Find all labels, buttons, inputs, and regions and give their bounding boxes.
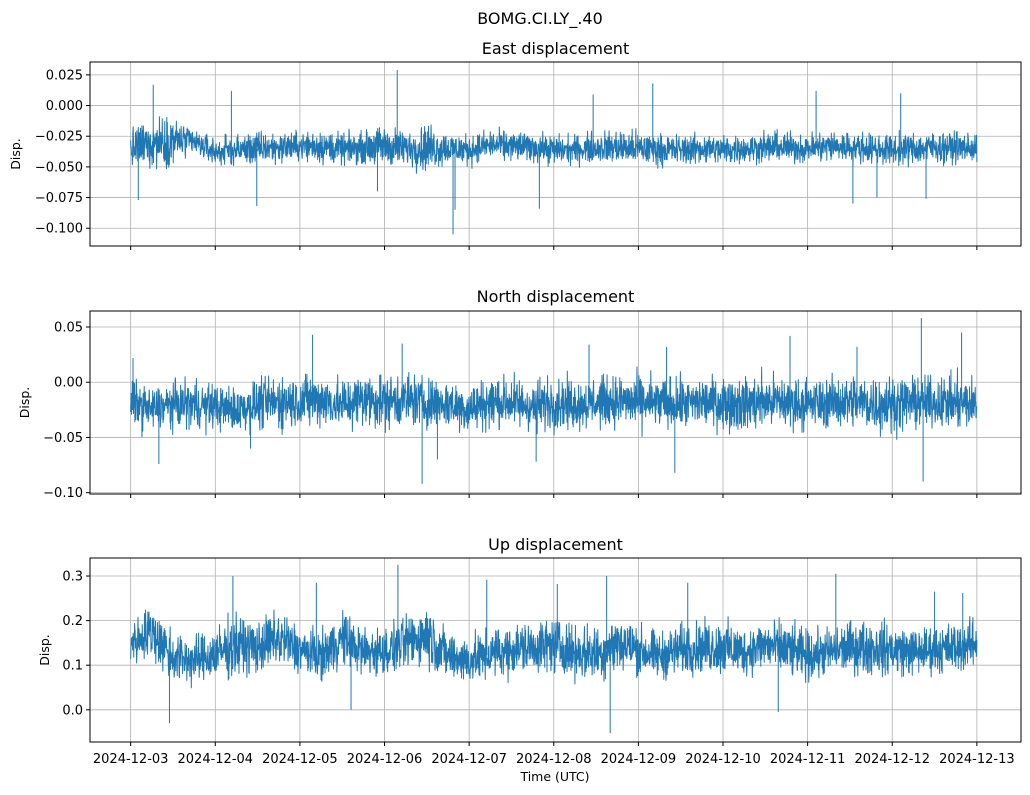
panels: East displacement 0.025 0.000 −0.025 −0.050 −… <box>8 39 1022 767</box>
up-x-tick-label: 2024-12-13 <box>939 752 1015 767</box>
up-axes-frame <box>89 557 1022 743</box>
north-y-tick-label: −0.10 <box>43 486 83 501</box>
east-y-tick-label: −0.100 <box>35 222 83 237</box>
up-y-tick-label: 0.0 <box>62 703 83 718</box>
up-x-tick-label: 2024-12-08 <box>516 752 592 767</box>
east-y-axis-label: Disp. <box>8 138 23 170</box>
east-y-tick-label: 0.025 <box>46 68 83 83</box>
up-x-tick-label: 2024-12-05 <box>262 752 338 767</box>
figure-suptitle: BOMG.CI.LY_.40 <box>477 9 603 29</box>
up-x-tick-label: 2024-12-11 <box>770 752 846 767</box>
up-series-line <box>130 564 978 733</box>
up-x-tick-label: 2024-12-09 <box>601 752 677 767</box>
east-y-tick-label: −0.050 <box>35 160 83 175</box>
up-x-tick-label: 2024-12-12 <box>854 752 930 767</box>
east-y-tick-label: −0.025 <box>35 130 83 145</box>
up-x-tick-label: 2024-12-03 <box>93 752 169 767</box>
up-y-tick-label: 0.2 <box>62 614 83 629</box>
north-y-axis-label: Disp. <box>17 387 32 419</box>
north-panel: North displacement 0.05 0.00 −0.05 −0.10 Disp… <box>17 287 1022 501</box>
up-panel: Up displacement 0.3 0.2 0.1 0.0 2024-12-03 202… <box>37 535 1022 767</box>
north-panel-title: North displacement <box>477 287 635 306</box>
up-x-tick-label: 2024-12-07 <box>431 752 507 767</box>
up-x-tick-label: 2024-12-10 <box>685 752 761 767</box>
up-y-tick-label: 0.1 <box>62 659 83 674</box>
east-panel-title: East displacement <box>482 39 629 58</box>
up-y-tick-label: 0.3 <box>62 570 83 585</box>
east-axes-frame <box>89 61 1022 247</box>
up-panel-title: Up displacement <box>488 535 623 554</box>
east-y-tick-label: −0.075 <box>35 191 83 206</box>
north-y-tick-label: 0.00 <box>54 376 83 391</box>
east-panel: East displacement 0.025 0.000 −0.025 −0.050 −… <box>8 39 1022 250</box>
north-axes-frame <box>89 310 1022 495</box>
east-y-tick-label: 0.000 <box>46 99 83 114</box>
north-y-tick-label: 0.05 <box>54 321 83 336</box>
north-y-tick-label: −0.05 <box>43 431 83 446</box>
up-x-tick-label: 2024-12-04 <box>178 752 254 767</box>
north-series-line <box>130 318 978 484</box>
x-axis-label: Time (UTC) <box>519 769 589 784</box>
up-y-axis-label: Disp. <box>37 634 52 666</box>
east-series-line <box>130 69 978 235</box>
up-x-tick-label: 2024-12-06 <box>347 752 423 767</box>
